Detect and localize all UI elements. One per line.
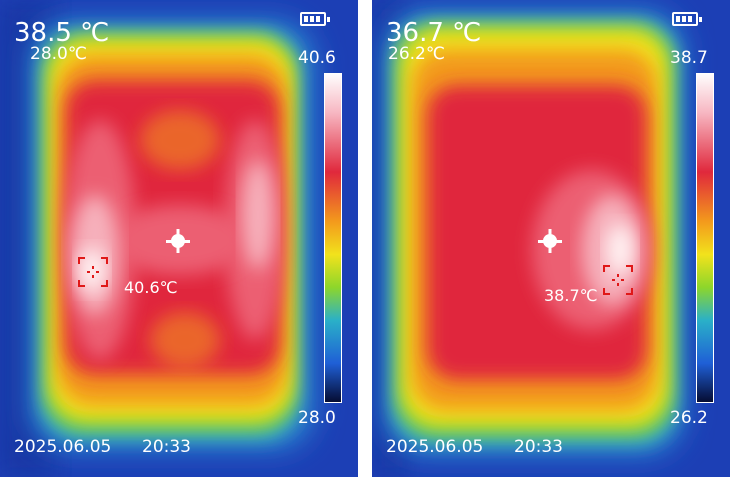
center-crosshair-icon (538, 229, 562, 253)
center-temperature: 36.7 ℃ (386, 18, 482, 48)
scale-max-value: 38.7 (670, 48, 708, 68)
panel-divider (358, 0, 372, 477)
hot-spot-temperature: 40.6℃ (124, 278, 178, 297)
center-temperature: 38.5 ℃ (14, 18, 110, 48)
color-scale-bar (696, 73, 714, 403)
capture-date: 2025.06.05 (14, 437, 112, 457)
thermal-image-left (0, 0, 358, 477)
battery-full-icon (300, 12, 330, 26)
min-temperature: 26.2℃ (388, 44, 445, 64)
capture-date: 2025.06.05 (386, 437, 484, 457)
battery-full-icon (672, 12, 702, 26)
scale-max-value: 40.6 (298, 48, 336, 68)
hot-spot-temperature: 38.7℃ (544, 286, 598, 305)
hot-spot-marker-icon (603, 265, 633, 295)
scale-min-value: 28.0 (298, 408, 336, 428)
min-temperature: 28.0℃ (30, 44, 87, 64)
center-crosshair-icon (166, 229, 190, 253)
thermal-panel-left: 38.5 ℃ 28.0℃ 40.6 28.0 40.6℃ 2025.06.05 … (0, 0, 358, 477)
color-scale-bar (324, 73, 342, 403)
thermal-panel-right: 36.7 ℃ 26.2℃ 38.7 26.2 38.7℃ 2025.06.05 … (372, 0, 730, 477)
hot-spot-marker-icon (78, 257, 108, 287)
capture-time: 20:33 (514, 437, 563, 457)
capture-time: 20:33 (142, 437, 191, 457)
thermal-image-right (372, 0, 730, 477)
scale-min-value: 26.2 (670, 408, 708, 428)
